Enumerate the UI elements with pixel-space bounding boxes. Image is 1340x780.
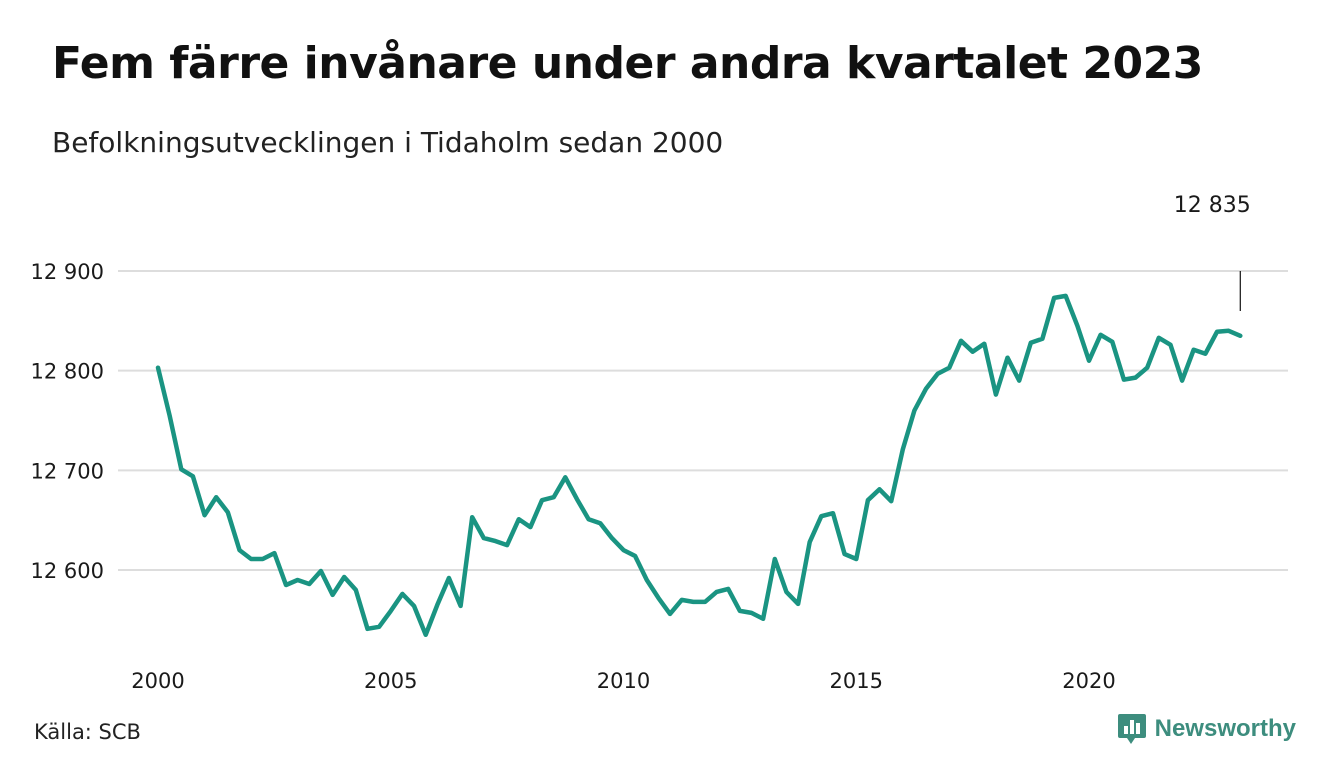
x-axis-ticks: 2000 2005 2010 2015 2020: [131, 669, 1115, 693]
x-tick-label: 2000: [131, 669, 184, 693]
x-tick-label: 2010: [597, 669, 650, 693]
source-note: Källa: SCB: [34, 720, 141, 744]
chart-title: Fem färre invånare under andra kvartalet…: [52, 38, 1203, 89]
brand-name: Newsworthy: [1154, 715, 1296, 742]
y-tick-label: 12 800: [31, 360, 104, 384]
x-tick-label: 2020: [1062, 669, 1115, 693]
y-tick-label: 12 700: [31, 459, 104, 483]
x-tick-label: 2015: [830, 669, 883, 693]
series-line: [155, 293, 1243, 638]
grid-lines: [118, 270, 1288, 571]
y-axis-ticks: 12 600 12 700 12 800 12 900: [31, 260, 104, 583]
y-tick-label: 12 600: [31, 559, 104, 583]
chart-subtitle: Befolkningsutvecklingen i Tidaholm sedan…: [52, 126, 724, 159]
y-tick-label: 12 900: [31, 260, 104, 284]
series-layer: [155, 293, 1243, 638]
bar-chart-icon: [1117, 714, 1146, 744]
x-tick-label: 2005: [364, 669, 417, 693]
brand-logo: Newsworthy: [1117, 712, 1296, 746]
last-value-label: 12 835: [1174, 193, 1251, 218]
